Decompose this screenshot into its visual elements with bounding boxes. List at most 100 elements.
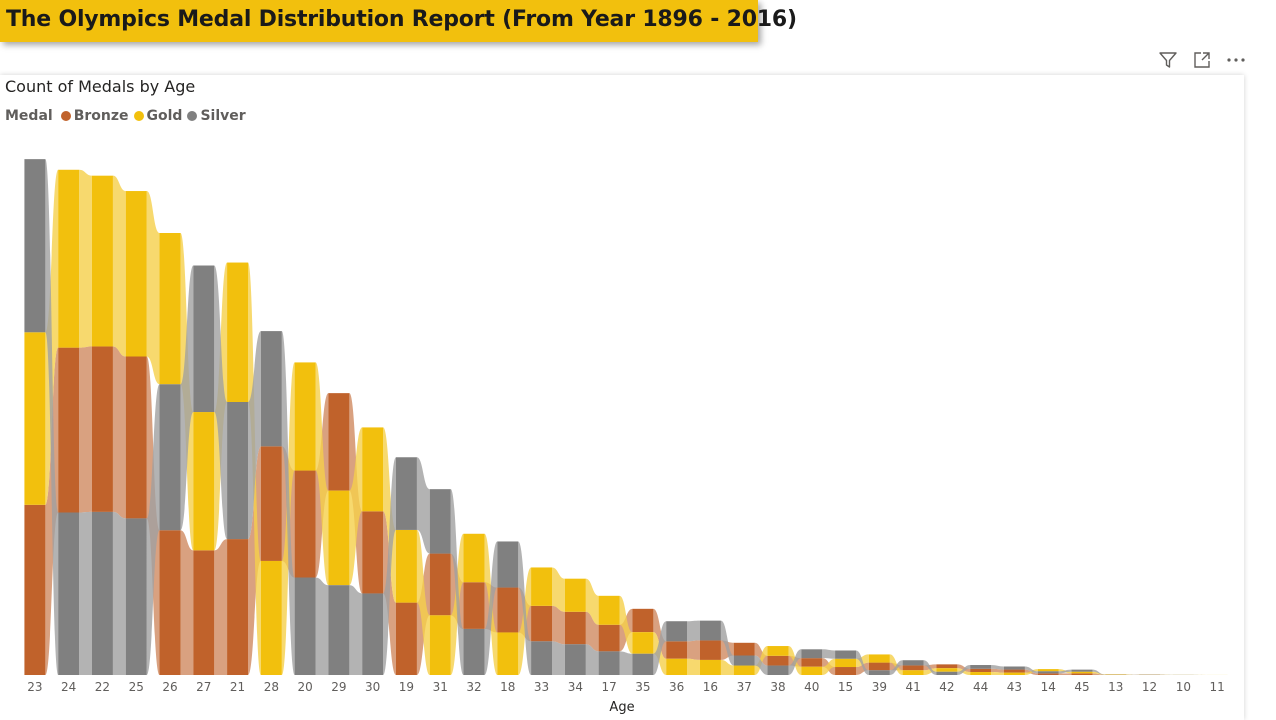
bar-bronze-age-32[interactable] (463, 582, 485, 629)
bar-silver-age-20[interactable] (294, 577, 316, 676)
ribbon-gold-17-35[interactable] (619, 595, 633, 654)
bar-gold-age-22[interactable] (91, 175, 113, 347)
ribbon-gold-36-16[interactable] (687, 658, 700, 675)
bar-gold-age-32[interactable] (463, 533, 485, 583)
ribbon-silver-33-34[interactable] (552, 641, 565, 675)
bar-silver-age-15[interactable] (835, 650, 857, 659)
ribbon-silver-37-38[interactable] (754, 655, 768, 676)
ribbon-bronze-24-22[interactable] (79, 346, 92, 513)
bar-bronze-age-23[interactable] (24, 504, 46, 675)
ribbon-silver-38-40[interactable] (788, 649, 802, 675)
ribbon-gold-41-42[interactable] (923, 668, 937, 675)
ribbon-silver-41-42[interactable] (923, 660, 937, 675)
bar-bronze-age-30[interactable] (362, 511, 384, 594)
ribbon-gold-44-43[interactable] (991, 672, 1004, 675)
bar-bronze-age-19[interactable] (395, 602, 417, 675)
bar-silver-age-43[interactable] (1003, 666, 1025, 670)
bar-silver-age-26[interactable] (159, 384, 181, 531)
bar-bronze-age-18[interactable] (497, 587, 519, 633)
ribbon-silver-28-20[interactable] (281, 331, 295, 675)
bar-silver-age-24[interactable] (58, 512, 80, 676)
ribbon-bronze-15-39[interactable] (856, 662, 869, 675)
bar-bronze-age-31[interactable] (429, 553, 451, 616)
bar-gold-age-14[interactable] (1037, 669, 1059, 672)
ribbon-silver-18-33[interactable] (518, 541, 532, 675)
ribbon-silver-25-26[interactable] (146, 384, 160, 675)
bar-gold-age-41[interactable] (902, 670, 924, 675)
ribbon-gold-43-14[interactable] (1024, 669, 1038, 675)
bar-bronze-age-38[interactable] (767, 655, 789, 666)
ribbon-silver-45-13[interactable] (1092, 669, 1106, 675)
bar-gold-age-18[interactable] (497, 632, 519, 675)
ribbon-bronze-22-25[interactable] (112, 346, 126, 519)
ribbon-silver-39-41[interactable] (889, 660, 903, 675)
ribbon-bronze-44-43[interactable] (991, 668, 1004, 673)
bar-gold-age-27[interactable] (193, 412, 215, 551)
ribbon-silver-24-22[interactable] (79, 511, 92, 675)
bar-bronze-age-20[interactable] (294, 470, 316, 578)
ribbon-silver-31-32[interactable] (450, 489, 464, 675)
bar-gold-age-33[interactable] (531, 567, 553, 606)
ribbon-gold-33-34[interactable] (552, 567, 565, 612)
bar-gold-age-38[interactable] (767, 646, 789, 656)
ribbon-silver-16-37[interactable] (720, 620, 734, 666)
ribbon-gold-25-26[interactable] (146, 191, 160, 385)
bar-gold-age-44[interactable] (970, 672, 992, 675)
ribbon-silver-26-27[interactable] (180, 265, 194, 531)
bar-bronze-age-35[interactable] (632, 608, 654, 633)
bar-bronze-age-43[interactable] (1003, 669, 1025, 673)
ribbon-bronze-26-27[interactable] (180, 530, 194, 675)
bar-bronze-age-14[interactable] (1037, 673, 1059, 675)
bar-gold-age-40[interactable] (801, 666, 823, 675)
ribbon-gold-39-41[interactable] (889, 654, 903, 675)
bar-gold-age-21[interactable] (227, 262, 249, 402)
bar-gold-age-16[interactable] (699, 659, 721, 675)
bar-bronze-age-15[interactable] (835, 667, 857, 675)
bar-silver-age-39[interactable] (868, 670, 890, 675)
bar-bronze-age-34[interactable] (564, 611, 586, 645)
bar-bronze-age-26[interactable] (159, 530, 181, 675)
bar-gold-age-17[interactable] (598, 595, 620, 625)
ribbon-silver-35-36[interactable] (653, 621, 667, 675)
bar-gold-age-28[interactable] (260, 560, 282, 675)
ribbon-bronze-14-45[interactable] (1058, 673, 1072, 675)
bar-gold-age-30[interactable] (362, 427, 384, 512)
bar-bronze-age-33[interactable] (531, 605, 553, 642)
bar-silver-age-42[interactable] (936, 671, 958, 675)
focus-mode-icon[interactable] (1192, 50, 1212, 70)
bar-silver-age-44[interactable] (970, 665, 992, 669)
bar-silver-age-30[interactable] (362, 593, 384, 675)
bar-gold-age-24[interactable] (58, 169, 80, 348)
ribbon-silver-40-15[interactable] (822, 649, 836, 659)
bar-silver-age-22[interactable] (91, 511, 113, 675)
ribbon-bronze-42-44[interactable] (957, 664, 971, 673)
ribbon-silver-21-28[interactable] (248, 331, 261, 540)
ribbon-bronze-34-17[interactable] (585, 611, 599, 652)
more-options-icon[interactable] (1226, 50, 1246, 70)
ribbon-silver-44-43[interactable] (991, 665, 1004, 670)
bar-silver-age-17[interactable] (598, 651, 620, 675)
ribbon-silver-32-18[interactable] (484, 541, 498, 675)
ribbon-bronze-45-13[interactable] (1092, 673, 1106, 675)
ribbon-gold-24-22[interactable] (79, 169, 92, 348)
ribbon-silver-19-31[interactable] (416, 457, 430, 554)
ribbon-silver-20-29[interactable] (315, 577, 329, 676)
bar-silver-age-36[interactable] (666, 621, 688, 642)
ribbon-gold-16-37[interactable] (720, 659, 734, 675)
bar-gold-age-36[interactable] (666, 658, 688, 675)
ribbon-silver-23-24[interactable] (45, 159, 59, 676)
bar-bronze-age-17[interactable] (598, 624, 620, 652)
bar-silver-age-14[interactable] (1037, 671, 1059, 674)
legend-item-silver[interactable]: Silver (187, 108, 246, 124)
ribbon-silver-36-16[interactable] (687, 620, 700, 642)
bar-bronze-age-25[interactable] (125, 356, 147, 519)
bar-silver-age-37[interactable] (733, 655, 755, 666)
ribbon-gold-19-31[interactable] (416, 529, 430, 675)
ribbon-bronze-27-21[interactable] (214, 539, 228, 675)
ribbon-gold-30-19[interactable] (383, 427, 396, 603)
bar-gold-age-35[interactable] (632, 632, 654, 654)
bar-silver-age-31[interactable] (429, 489, 451, 554)
ribbon-silver-42-44[interactable] (957, 665, 971, 675)
ribbon-silver-15-39[interactable] (856, 650, 869, 675)
bar-bronze-age-28[interactable] (260, 446, 282, 561)
